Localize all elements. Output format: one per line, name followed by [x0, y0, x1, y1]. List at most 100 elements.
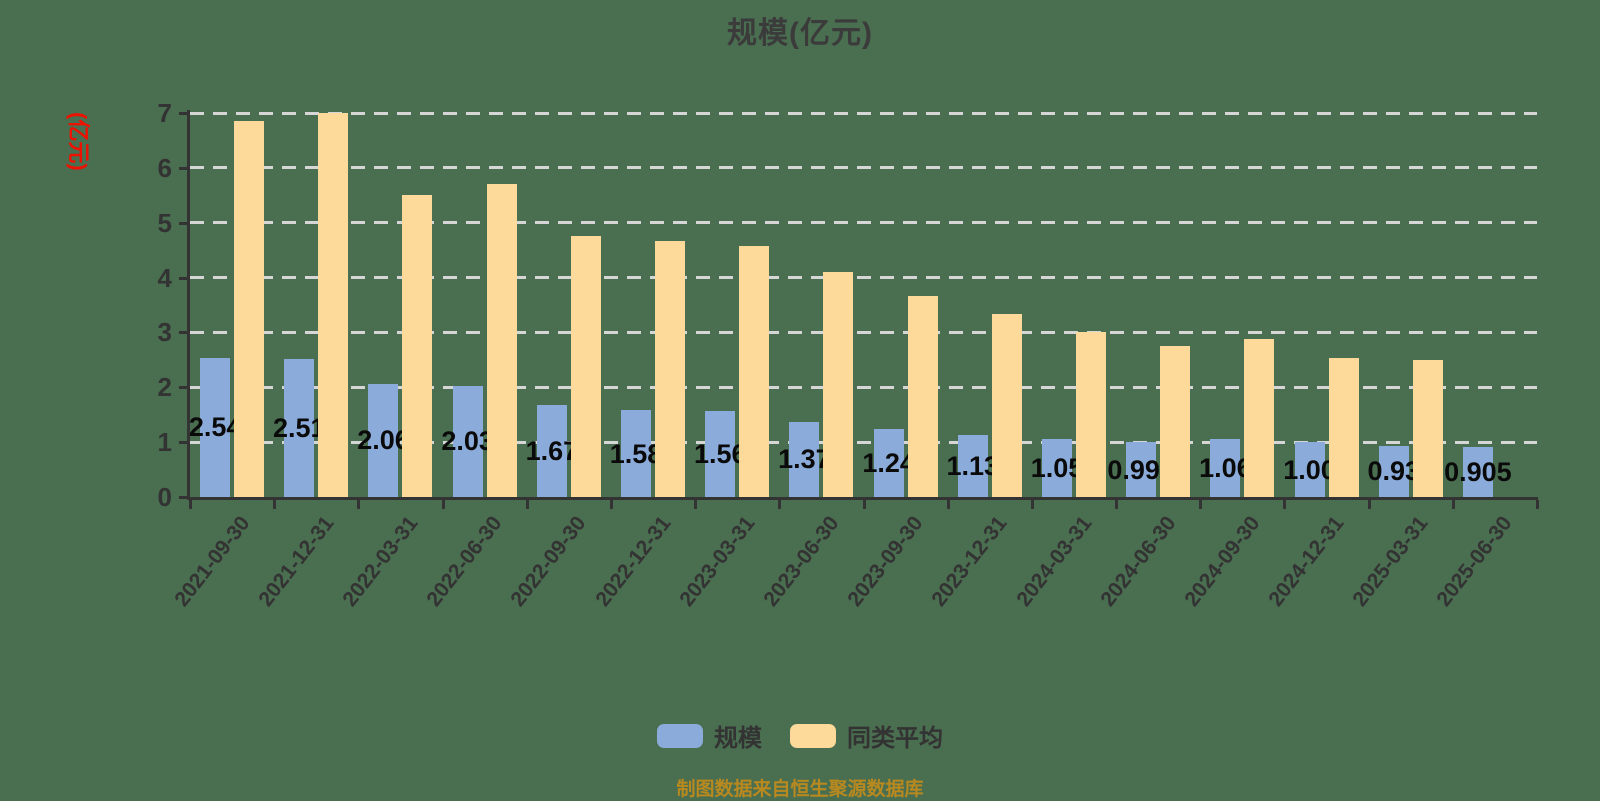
y-axis-tick [179, 386, 187, 390]
x-axis-tick [1536, 500, 1539, 509]
peer-average-bar [1328, 358, 1359, 497]
x-axis-tick [1030, 500, 1034, 509]
bar-value-label: 1.56 [693, 439, 747, 470]
scale-bar [957, 435, 988, 497]
peer-average-bar [1412, 359, 1443, 497]
bar-value-label: 1.37 [778, 444, 831, 475]
x-tick-label: 2022-09-30 [506, 512, 591, 611]
peer-average-bar [991, 313, 1022, 497]
scale-legend-label: 规模 [714, 725, 762, 752]
gridline [190, 440, 1537, 444]
peer-average-bar [823, 272, 854, 497]
peer-average-legend-swatch [790, 723, 836, 748]
gridline [190, 221, 1537, 225]
peer-average-legend-label: 同类平均 [847, 725, 943, 752]
x-tick-label: 2022-06-30 [422, 512, 507, 611]
y-tick-label: 5 [157, 207, 172, 238]
bar-value-label: 1.24 [862, 447, 915, 478]
peer-average-bar [1160, 345, 1191, 497]
peer-average-bar [486, 184, 517, 497]
x-tick-label: 2022-12-31 [590, 512, 676, 611]
y-tick-label: 7 [157, 98, 172, 128]
scale-bar [200, 357, 231, 497]
scale-bar [1126, 442, 1157, 497]
peer-average-bar [402, 195, 433, 497]
y-tick-label: 3 [157, 317, 172, 348]
x-axis-tick [273, 500, 277, 509]
y-tick-label: 6 [157, 152, 172, 183]
scale-bar [368, 383, 399, 497]
y-tick-label: 4 [157, 262, 172, 293]
x-axis-tick [946, 500, 950, 509]
y-axis-tick [179, 441, 187, 445]
y-axis-tick [179, 112, 187, 115]
x-axis-tick [1199, 500, 1203, 509]
y-axis-tick [179, 221, 187, 225]
x-tick-label: 2024-09-30 [1180, 512, 1265, 611]
y-tick-label: 1 [157, 427, 172, 458]
x-axis-tick [609, 500, 613, 509]
y-axis-tick [179, 166, 187, 170]
scale-bar [284, 359, 315, 497]
x-tick-label: 2024-06-30 [1096, 512, 1181, 611]
peer-average-bar [1075, 332, 1106, 497]
x-tick-label: 2023-06-30 [759, 512, 844, 611]
peer-average-bar [318, 113, 349, 497]
legend-item-peer-average[interactable]: 同类平均 [790, 718, 943, 753]
peer-average-bar [1244, 339, 1275, 497]
x-axis-tick [1451, 500, 1455, 509]
scale-bar [536, 405, 567, 497]
gridline [190, 330, 1537, 334]
gridline [190, 385, 1537, 389]
chart-title: 规模(亿元) [727, 17, 873, 50]
y-axis-name: (亿元) [66, 112, 91, 171]
x-tick-label: 2024-12-31 [1264, 512, 1349, 611]
bar-value-label: 2.51 [273, 413, 326, 444]
bar-value-label: 1.00 [1283, 454, 1336, 485]
x-tick-label: 2024-03-31 [1011, 512, 1097, 611]
y-tick-label: 2 [157, 372, 172, 403]
x-axis-tick [1115, 500, 1119, 509]
x-tick-label: 2021-12-31 [254, 512, 339, 611]
x-axis-tick [441, 500, 445, 509]
x-axis-tick [357, 500, 361, 509]
peer-average-bar [907, 295, 938, 497]
y-axis [187, 110, 190, 500]
x-tick-label: 2023-12-31 [927, 512, 1012, 611]
scale-bar [621, 410, 652, 497]
x-tick-label: 2023-03-31 [675, 512, 760, 611]
x-tick-label: 2021-09-30 [169, 512, 255, 611]
scale-bar [1378, 445, 1409, 497]
gridline [190, 111, 1537, 115]
bar-value-label: 2.03 [441, 426, 494, 457]
scale-bar [1462, 447, 1493, 497]
bar-value-label: 0.93 [1367, 456, 1420, 487]
legend-item-scale[interactable]: 规模 [657, 718, 762, 753]
scale-bar [1294, 442, 1325, 497]
x-tick-label: 2025-06-30 [1432, 512, 1518, 611]
scale-legend-swatch [657, 723, 703, 748]
scale-bar [1210, 438, 1241, 497]
peer-average-bar [655, 240, 686, 497]
x-tick-label: 2025-03-31 [1348, 512, 1433, 611]
x-axis-tick [778, 500, 782, 509]
x-axis-tick [189, 500, 192, 509]
bar-value-label: 1.13 [946, 451, 1000, 481]
y-axis-tick [179, 496, 187, 499]
scale-bar [789, 421, 820, 497]
peer-average-bar [234, 121, 265, 497]
peer-average-bar [570, 236, 601, 497]
x-axis-tick [694, 500, 698, 509]
data-source-note: 制图数据来自恒生聚源数据库 [676, 779, 924, 800]
scale-bar [1041, 439, 1072, 497]
x-axis-tick [1367, 500, 1371, 509]
x-axis [187, 497, 1538, 500]
bar-value-label: 2.06 [357, 425, 410, 456]
legend: 规模 同类平均 [0, 718, 1600, 753]
gridline [190, 276, 1537, 280]
bar-value-label: 1.06 [1199, 452, 1252, 483]
x-tick-label: 2022-03-31 [338, 512, 423, 611]
scale-bar [873, 428, 904, 497]
x-axis-tick [862, 500, 866, 509]
bar-value-label: 1.05 [1030, 453, 1084, 484]
